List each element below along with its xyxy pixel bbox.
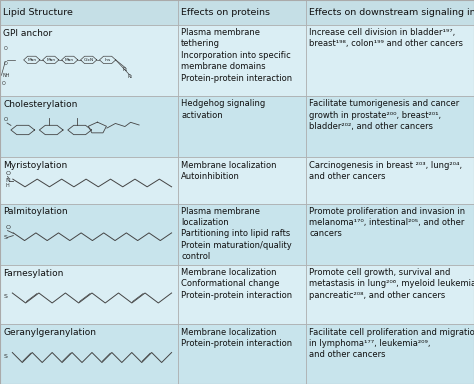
- Text: O: O: [4, 61, 8, 66]
- Text: Facilitate tumorigenesis and cancer
growth in prostate²⁰⁰, breast²⁰¹,
bladder²⁰²: Facilitate tumorigenesis and cancer grow…: [309, 99, 459, 131]
- Text: H: H: [6, 183, 9, 188]
- Text: Lipid Structure: Lipid Structure: [3, 8, 73, 17]
- Bar: [0, 204, 178, 265]
- Text: Myristoylation: Myristoylation: [3, 161, 68, 170]
- Text: O: O: [4, 117, 8, 122]
- Text: Effects on downstream signaling in cancer: Effects on downstream signaling in cance…: [309, 8, 474, 17]
- Text: Man: Man: [46, 58, 55, 62]
- Text: Increase cell division in bladder¹⁹⁷,
breast¹⁹⁸, colon¹⁹⁹ and other cancers: Increase cell division in bladder¹⁹⁷, br…: [309, 28, 463, 48]
- Text: S: S: [4, 354, 8, 359]
- Bar: [306, 157, 474, 204]
- Text: Hedgehog signaling
activation: Hedgehog signaling activation: [181, 99, 265, 119]
- Text: O: O: [4, 46, 8, 51]
- Bar: [178, 265, 306, 324]
- Bar: [178, 96, 306, 157]
- Text: Membrane localization
Protein-protein interaction: Membrane localization Protein-protein in…: [181, 328, 292, 348]
- Text: Man: Man: [27, 58, 36, 62]
- Bar: [0, 157, 178, 204]
- Text: Carcinogenesis in breast ²⁰³, lung²⁰⁴,
and other cancers: Carcinogenesis in breast ²⁰³, lung²⁰⁴, a…: [309, 161, 462, 181]
- Text: Plasma membrane
localization
Partitioning into lipid rafts
Protein maturation/qu: Plasma membrane localization Partitionin…: [181, 207, 292, 262]
- Text: Effects on proteins: Effects on proteins: [181, 8, 270, 17]
- Bar: [306, 96, 474, 157]
- Text: R₂: R₂: [128, 74, 133, 79]
- Bar: [0, 265, 178, 324]
- Bar: [0, 0, 178, 25]
- Text: NH: NH: [2, 73, 10, 78]
- Text: Palmitoylation: Palmitoylation: [3, 207, 68, 216]
- Text: O: O: [1, 81, 5, 86]
- Text: Cholesterylation: Cholesterylation: [3, 100, 78, 109]
- Text: GlcN: GlcN: [83, 58, 94, 62]
- Bar: [178, 0, 306, 25]
- Text: O: O: [5, 225, 10, 230]
- Bar: [306, 204, 474, 265]
- Bar: [0, 25, 178, 96]
- Text: GPI anchor: GPI anchor: [3, 29, 53, 38]
- Bar: [178, 157, 306, 204]
- Text: Plasma membrane
tethering
Incorporation into specific
membrane domains
Protein-p: Plasma membrane tethering Incorporation …: [181, 28, 292, 83]
- Text: O: O: [5, 171, 10, 176]
- Bar: [0, 324, 178, 384]
- Text: Man: Man: [65, 58, 74, 62]
- Bar: [0, 96, 178, 157]
- Text: Geranylgeranylation: Geranylgeranylation: [3, 328, 96, 337]
- Text: Ins: Ins: [104, 58, 111, 62]
- Text: Farnesylation: Farnesylation: [3, 269, 64, 278]
- Bar: [178, 204, 306, 265]
- Bar: [306, 25, 474, 96]
- Bar: [178, 324, 306, 384]
- Text: N: N: [5, 178, 10, 183]
- Bar: [306, 324, 474, 384]
- Text: S: S: [4, 294, 8, 299]
- Text: Promote proliferation and invasion in
melanoma¹⁷⁰, intestinal²⁰⁵, and other
canc: Promote proliferation and invasion in me…: [309, 207, 465, 238]
- Text: Facilitate cell proliferation and migration
in lymphoma¹⁷⁷, leukemia²⁰⁹,
and oth: Facilitate cell proliferation and migrat…: [309, 328, 474, 359]
- Bar: [306, 0, 474, 25]
- Text: S: S: [4, 235, 8, 240]
- Text: Membrane localization
Autoinhibition: Membrane localization Autoinhibition: [181, 161, 276, 181]
- Text: Promote cell growth, survival and
metastasis in lung²⁰⁶, myeloid leukemia²⁰⁷,
pa: Promote cell growth, survival and metast…: [309, 268, 474, 300]
- Text: Membrane localization
Conformational change
Protein-protein interaction: Membrane localization Conformational cha…: [181, 268, 292, 300]
- Bar: [306, 265, 474, 324]
- Text: R₁: R₁: [123, 68, 128, 73]
- Bar: [178, 25, 306, 96]
